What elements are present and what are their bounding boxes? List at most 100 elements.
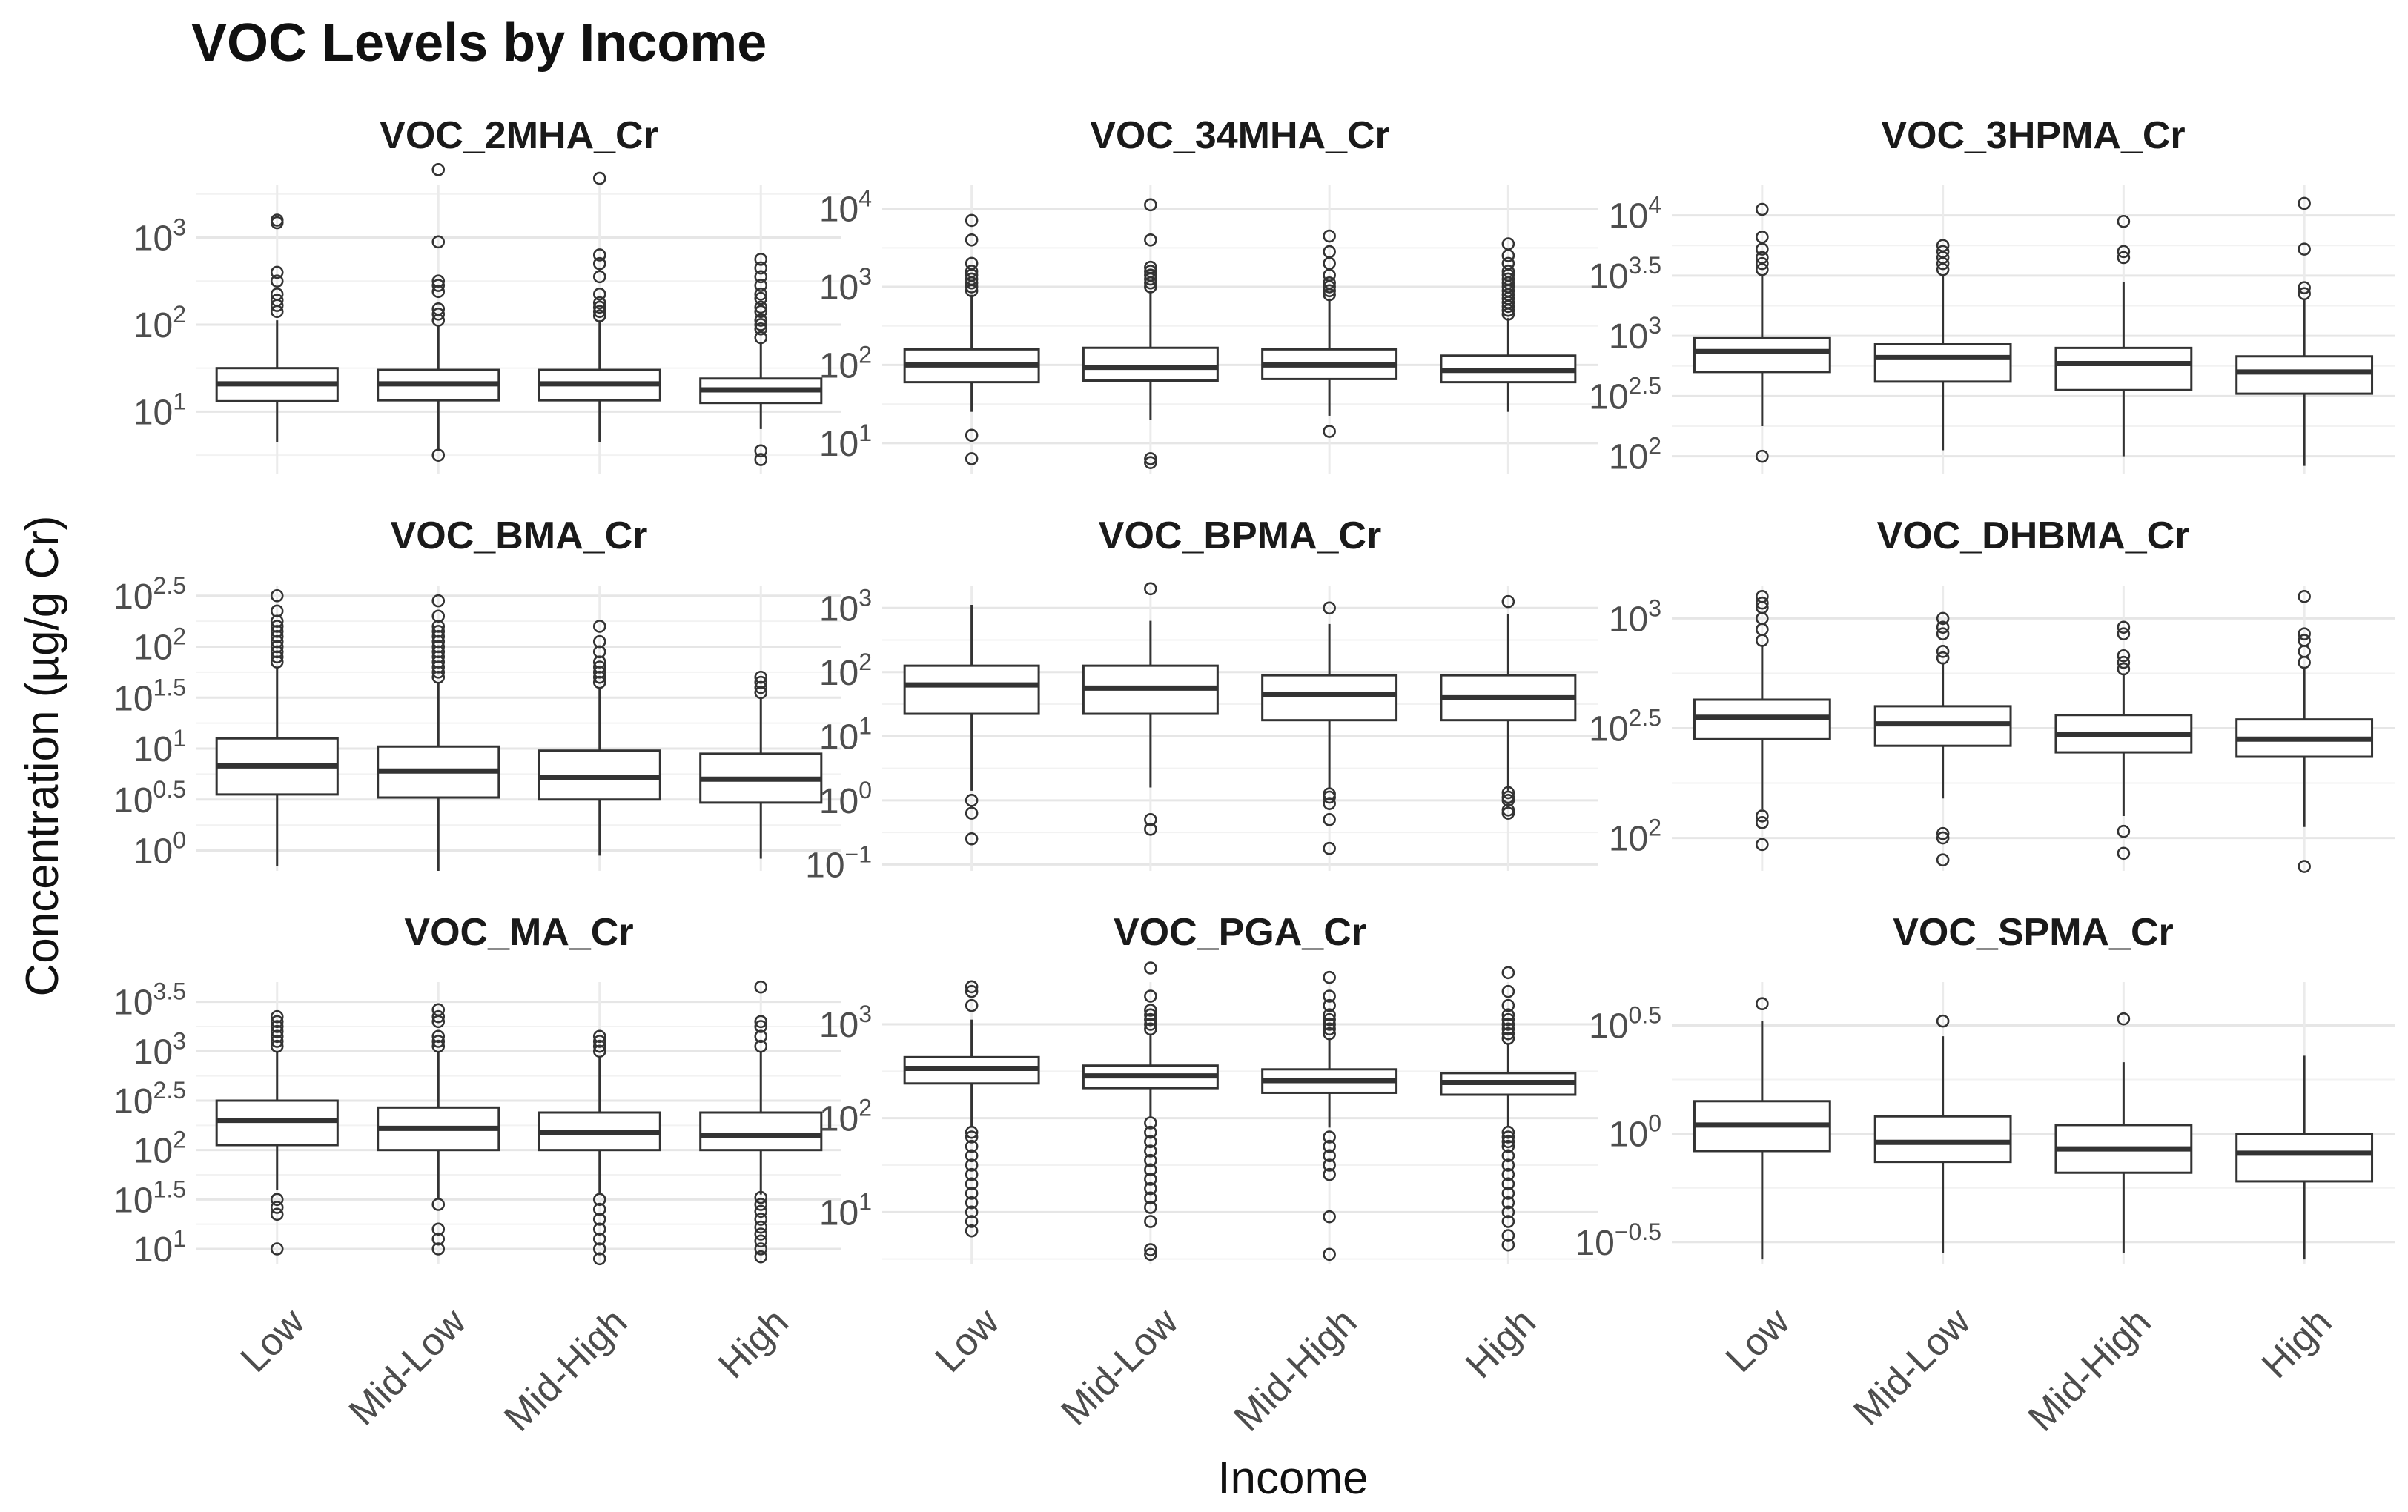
y-tick-base: 10: [113, 781, 153, 820]
outlier-point: [592, 1044, 606, 1058]
y-tick-exponent: 1: [859, 1188, 872, 1215]
outlier-point: [754, 1250, 768, 1264]
outlier-point: [1756, 838, 1769, 852]
outlier-point: [754, 261, 768, 275]
outlier-point: [592, 300, 606, 314]
outlier-point: [965, 1158, 979, 1172]
y-tick-base: 10: [1609, 820, 1648, 859]
outlier-point: [270, 620, 284, 633]
box-low: [1693, 590, 1831, 852]
outlier-point: [1501, 984, 1515, 998]
y-tick-exponent: 3: [859, 1001, 872, 1027]
outlier-point: [965, 1130, 979, 1144]
iqr-box: [2235, 1133, 2374, 1183]
outlier-point: [965, 1196, 979, 1210]
y-tick-exponent: 2.5: [1629, 372, 1661, 399]
outlier-point: [754, 270, 768, 284]
y-tick-label: 100: [1609, 1110, 1661, 1155]
outlier-point: [1936, 651, 1950, 665]
box-mid-high: [1261, 229, 1398, 438]
outlier-point: [965, 1187, 979, 1200]
y-tick-exponent: 2.5: [1629, 705, 1661, 732]
outlier-point: [2298, 281, 2311, 294]
y-tick-base: 10: [133, 306, 173, 345]
outlier-point: [1323, 425, 1336, 438]
outlier-point: [1144, 1247, 1157, 1261]
outlier-point: [2117, 1012, 2131, 1026]
outlier-point: [1323, 1022, 1336, 1036]
y-tick-label: 101: [819, 420, 872, 464]
outlier-point: [431, 448, 446, 462]
outlier-point: [1501, 786, 1515, 800]
y-tick-label: 102: [1609, 815, 1661, 859]
outlier-point: [965, 1125, 979, 1139]
outlier-point: [1323, 284, 1336, 298]
outlier-point: [1144, 198, 1157, 212]
y-tick-label: 10−1: [805, 840, 872, 885]
y-axis-title: Concentration (µg/g Cr): [17, 515, 68, 996]
outlier-point: [754, 331, 768, 345]
y-tick-base: 10: [113, 984, 153, 1023]
facet-label: VOC_PGA_Cr: [1114, 911, 1366, 954]
outlier-point: [592, 1232, 606, 1246]
outlier-point: [754, 1029, 768, 1044]
box-high: [2235, 196, 2374, 466]
outlier-point: [431, 235, 446, 249]
y-tick-exponent: 3: [859, 263, 872, 290]
outlier-point: [270, 1029, 284, 1044]
outlier-point: [754, 279, 768, 292]
outlier-point: [1323, 245, 1336, 259]
outlier-point: [1323, 970, 1336, 984]
box-mid-low: [377, 594, 500, 871]
outlier-point: [1501, 594, 1515, 609]
outlier-point: [754, 1234, 768, 1248]
y-tick-label: 102.5: [113, 572, 186, 617]
outlier-point: [2117, 251, 2131, 265]
iqr-box: [2054, 346, 2193, 391]
facet-label: VOC_MA_Cr: [404, 911, 633, 954]
y-tick-label: 103: [1609, 312, 1661, 357]
y-tick-exponent: 3.5: [153, 978, 186, 1005]
outlier-point: [2117, 627, 2131, 640]
outlier-point: [1501, 1158, 1515, 1172]
y-tick-label: 102: [819, 341, 872, 385]
outlier-point: [1501, 272, 1515, 286]
outlier-point: [1936, 831, 1950, 845]
outlier-point: [1323, 1210, 1336, 1224]
y-tick-base: 10: [819, 1193, 859, 1233]
outlier-point: [965, 1149, 979, 1163]
outlier-point: [965, 806, 979, 820]
outlier-point: [1936, 611, 1950, 626]
outlier-point: [431, 163, 446, 176]
y-tick-exponent: 2.5: [153, 572, 186, 599]
outlier-point: [592, 620, 606, 633]
outlier-point: [1501, 265, 1515, 278]
y-tick-label: 102: [819, 649, 872, 693]
y-tick-base: 10: [133, 1032, 173, 1072]
outlier-point: [1144, 1181, 1157, 1196]
y-tick-base: 10: [133, 629, 173, 668]
y-tick-exponent: 0: [173, 827, 186, 854]
outlier-point: [1501, 1032, 1515, 1045]
outlier-point: [1501, 1022, 1515, 1036]
outlier-point: [270, 1242, 284, 1256]
outlier-point: [1144, 822, 1157, 836]
y-tick-base: 10: [819, 425, 859, 464]
outlier-point: [1936, 1014, 1950, 1028]
outlier-point: [431, 1003, 446, 1017]
outlier-point: [270, 1193, 284, 1207]
box-mid-high: [2054, 620, 2193, 861]
outlier-point: [1936, 853, 1950, 866]
outlier-point: [592, 270, 606, 284]
outlier-point: [1144, 1215, 1157, 1228]
outlier-point: [965, 256, 979, 271]
box-low: [215, 588, 339, 866]
outlier-point: [592, 1252, 606, 1266]
outlier-point: [2298, 242, 2311, 256]
outlier-point: [965, 980, 979, 994]
outlier-point: [965, 428, 979, 442]
outlier-point: [592, 296, 606, 310]
box-mid-low: [377, 163, 500, 462]
outlier-point: [2117, 824, 2131, 838]
